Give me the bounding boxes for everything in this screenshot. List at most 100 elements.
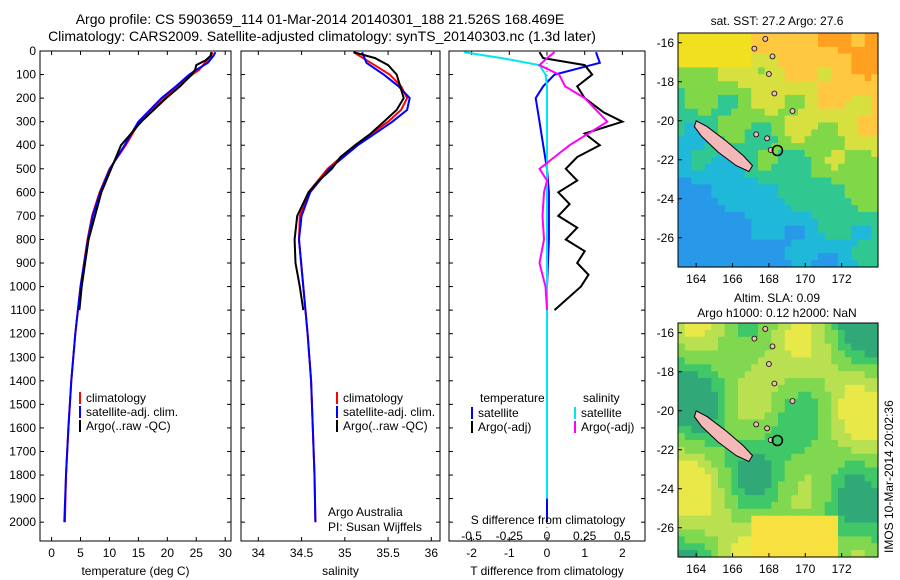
map-cell bbox=[738, 357, 746, 365]
map-cell bbox=[711, 39, 719, 48]
map-cell bbox=[844, 46, 852, 55]
map-cell bbox=[858, 501, 866, 510]
map-cell bbox=[818, 53, 826, 62]
map-cell bbox=[764, 198, 772, 206]
map-cell bbox=[864, 225, 872, 234]
map-cell bbox=[818, 453, 826, 462]
map-cell bbox=[851, 350, 859, 358]
map-cell bbox=[698, 53, 706, 62]
map-cell bbox=[758, 391, 766, 400]
map-cell bbox=[778, 246, 786, 254]
map-cell bbox=[798, 108, 806, 117]
map-cell bbox=[811, 74, 819, 82]
map-cell bbox=[871, 129, 879, 137]
map-cell bbox=[864, 115, 872, 124]
map-cell bbox=[711, 211, 719, 220]
map-cell bbox=[804, 501, 812, 510]
map-cell bbox=[691, 508, 699, 517]
map-cell bbox=[791, 150, 799, 158]
map-cell bbox=[851, 508, 859, 517]
map-cell bbox=[784, 46, 792, 55]
map-cell bbox=[684, 33, 692, 41]
map-cell bbox=[838, 405, 846, 414]
map-cell bbox=[784, 364, 792, 372]
map-cell bbox=[824, 39, 832, 48]
map-cell bbox=[831, 433, 839, 441]
map-cell bbox=[751, 522, 759, 531]
map-cell bbox=[758, 170, 766, 179]
legend-title-temperature: temperature bbox=[480, 391, 545, 405]
map-cell bbox=[831, 364, 839, 372]
map-cell bbox=[751, 467, 759, 475]
map-cell bbox=[784, 508, 792, 517]
map-cell bbox=[811, 460, 819, 469]
map-cell bbox=[811, 536, 819, 544]
map-cell bbox=[718, 329, 726, 338]
map-cell bbox=[798, 419, 806, 427]
map-cell bbox=[811, 412, 819, 420]
legend-label: Argo(..raw -QC) bbox=[86, 419, 171, 433]
map-cell bbox=[811, 467, 819, 475]
map-cell bbox=[851, 378, 859, 386]
x-tick-label: 166 bbox=[723, 272, 743, 286]
map-cell bbox=[871, 467, 879, 475]
map-cell bbox=[811, 426, 819, 434]
map-cell bbox=[871, 446, 879, 455]
map-cell bbox=[744, 391, 752, 400]
map-cell bbox=[824, 101, 832, 110]
map-cell bbox=[831, 460, 839, 469]
map-cell bbox=[751, 391, 759, 400]
map-cell bbox=[751, 156, 759, 165]
map-cell bbox=[858, 136, 866, 144]
x-tick-label: 36 bbox=[425, 546, 439, 560]
map-cell bbox=[738, 94, 746, 103]
map-cell bbox=[764, 108, 772, 117]
map-cell bbox=[831, 501, 839, 510]
map-cell bbox=[851, 143, 859, 151]
y-tick-label: -22 bbox=[657, 443, 675, 457]
map-cell bbox=[858, 336, 866, 345]
map-cell bbox=[678, 81, 686, 89]
map-cell bbox=[704, 163, 712, 172]
map-cell bbox=[824, 184, 832, 192]
map-cell bbox=[704, 357, 712, 365]
map-cell bbox=[731, 419, 739, 427]
map-cell bbox=[824, 426, 832, 434]
map-cell bbox=[798, 53, 806, 62]
map-cell bbox=[791, 467, 799, 475]
map-cell bbox=[844, 260, 852, 268]
map-cell bbox=[744, 433, 752, 441]
map-cell bbox=[758, 143, 766, 151]
map-cell bbox=[871, 163, 879, 172]
map-cell bbox=[724, 163, 732, 172]
map-cell bbox=[758, 191, 766, 199]
map-cell bbox=[864, 205, 872, 213]
map-cell bbox=[791, 101, 799, 110]
map-cell bbox=[731, 211, 739, 220]
map-cell bbox=[811, 384, 819, 393]
map-cell bbox=[798, 150, 806, 158]
map-cell bbox=[731, 350, 739, 358]
x-tick-label: 35.5 bbox=[376, 546, 400, 560]
map-cell bbox=[698, 453, 706, 462]
map-cell bbox=[824, 136, 832, 144]
map-cell bbox=[824, 336, 832, 345]
map-cell bbox=[678, 232, 686, 241]
map-cell bbox=[691, 81, 699, 89]
map-cell bbox=[678, 343, 686, 352]
map-cell bbox=[764, 122, 772, 130]
map-cell bbox=[691, 191, 699, 199]
map-cell bbox=[771, 501, 779, 510]
map-cell bbox=[758, 101, 766, 110]
map-cell bbox=[798, 329, 806, 338]
map-cell bbox=[798, 405, 806, 414]
map-cell bbox=[811, 39, 819, 48]
map-cell bbox=[791, 39, 799, 48]
map-cell bbox=[811, 253, 819, 261]
map-cell bbox=[718, 508, 726, 517]
map-cell bbox=[704, 115, 712, 124]
map-cell bbox=[731, 543, 739, 551]
map-cell bbox=[871, 81, 879, 89]
map-cell bbox=[704, 323, 712, 331]
map-cell bbox=[778, 508, 786, 517]
